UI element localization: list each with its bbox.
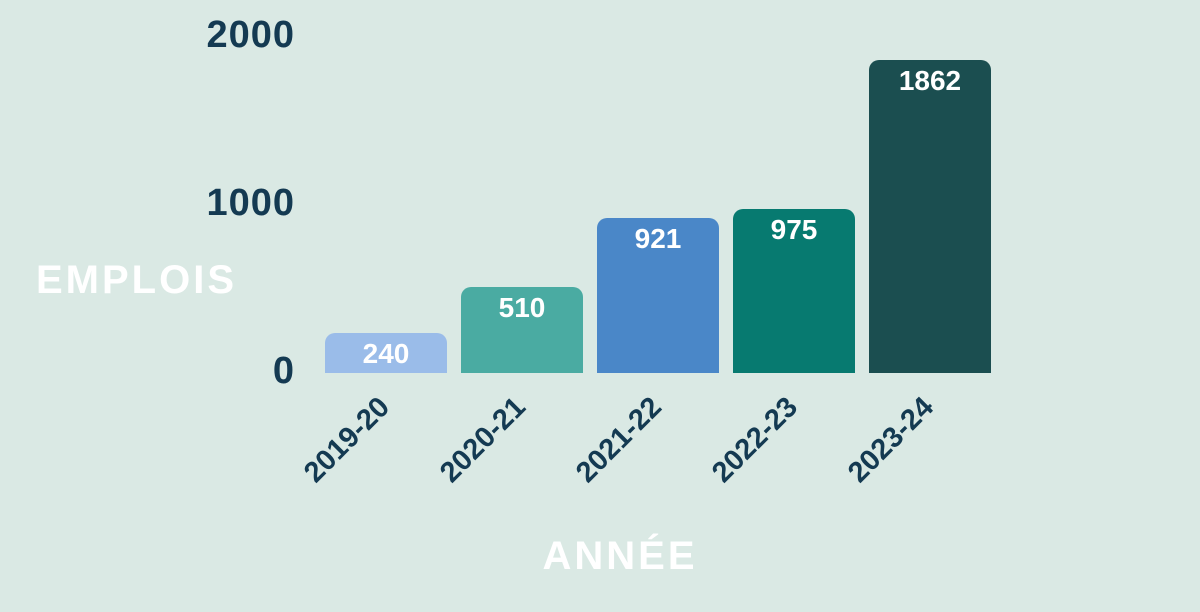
x-tick-label: 2020-21 [434,391,532,489]
bar-2021-22: 921 [597,218,719,373]
x-tick-label: 2023-24 [842,391,940,489]
bar-value-label: 1862 [898,65,962,97]
x-tick-label: 2019-20 [298,391,396,489]
bar-value-label: 510 [498,292,546,324]
x-axis-title: ANNÉE [542,534,698,578]
x-tick-label: 2021-22 [570,391,668,489]
x-tick-label: 2022-23 [706,391,804,489]
bar-2022-23: 975 [733,209,855,373]
bar-value-label: 975 [770,214,818,246]
bar-2020-21: 510 [461,287,583,373]
bar-value-label: 921 [634,223,682,255]
y-tick-label: 2000 [206,13,295,56]
y-tick-label: 1000 [206,181,295,224]
bar-value-label: 240 [362,337,410,369]
y-axis-title: EMPLOIS [36,258,238,302]
plot-area: 240 510 921 975 1862 [325,0,1025,373]
bar-2023-24: 1862 [869,60,991,373]
y-tick-label: 0 [272,349,295,392]
bar-2019-20: 240 [325,332,447,373]
